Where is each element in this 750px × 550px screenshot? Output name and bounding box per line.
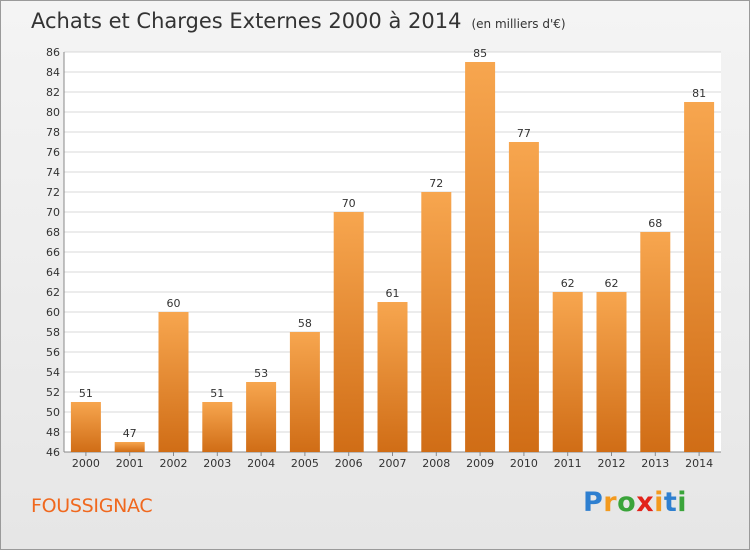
y-tick-label: 62 — [46, 286, 60, 299]
x-tick-label: 2001 — [116, 457, 144, 470]
bar-value-label: 81 — [692, 87, 706, 100]
bar-value-label: 53 — [254, 367, 268, 380]
bar — [158, 312, 189, 452]
x-tick-label: 2014 — [685, 457, 713, 470]
x-tick-label: 2002 — [160, 457, 188, 470]
chart-unit: (en milliers d'€) — [471, 17, 566, 31]
y-tick-label: 50 — [46, 406, 60, 419]
bar — [114, 442, 145, 452]
bar-chart: 46 48 50 52 54 56 58 60 62 64 66 68 70 72 74 76 78 80 82 84… — [46, 46, 721, 470]
y-tick-label: 56 — [46, 346, 60, 359]
x-tick-label: 2010 — [510, 457, 538, 470]
x-tick-label: 2004 — [247, 457, 275, 470]
y-tick-label: 46 — [46, 446, 60, 459]
x-tick-label: 2008 — [422, 457, 450, 470]
bar — [552, 292, 583, 452]
bar-value-label: 70 — [342, 197, 356, 210]
y-tick-label: 60 — [46, 306, 60, 319]
y-tick-label: 48 — [46, 426, 60, 439]
bar-value-label: 77 — [517, 127, 531, 140]
y-tick-label: 70 — [46, 206, 60, 219]
bar-value-label: 62 — [561, 277, 575, 290]
y-tick-label: 86 — [46, 46, 60, 59]
y-tick-label: 66 — [46, 246, 60, 259]
bar — [640, 232, 671, 452]
y-tick-label: 58 — [46, 326, 60, 339]
bar — [70, 402, 101, 452]
y-tick-label: 74 — [46, 166, 60, 179]
logo-letter: r — [603, 487, 618, 518]
y-tick-label: 68 — [46, 226, 60, 239]
bar — [684, 102, 715, 452]
bar — [202, 402, 233, 452]
bar — [421, 192, 452, 452]
y-tick-label: 52 — [46, 386, 60, 399]
bar-value-label: 60 — [167, 297, 181, 310]
x-tick-label: 2007 — [379, 457, 407, 470]
y-tick-label: 64 — [46, 266, 60, 279]
bar — [596, 292, 627, 452]
x-tick-label: 2006 — [335, 457, 363, 470]
logo-letter: i — [654, 487, 664, 518]
bar-value-label: 47 — [123, 427, 137, 440]
bar-value-label: 68 — [648, 217, 662, 230]
x-tick-label: 2005 — [291, 457, 319, 470]
bar — [246, 382, 277, 452]
y-tick-label: 72 — [46, 186, 60, 199]
bar-value-label: 51 — [210, 387, 224, 400]
y-tick-label: 76 — [46, 146, 60, 159]
bar-value-label: 58 — [298, 317, 312, 330]
y-tick-label: 84 — [46, 66, 60, 79]
x-tick-label: 2011 — [554, 457, 582, 470]
y-tick-label: 78 — [46, 126, 60, 139]
x-tick-label: 2012 — [598, 457, 626, 470]
bar-value-label: 85 — [473, 47, 487, 60]
logo-letter: P — [583, 487, 604, 518]
proxiti-logo[interactable]: Proxiti — [583, 487, 687, 518]
bar — [465, 62, 496, 452]
logo-letter: t — [663, 487, 678, 518]
bar-value-label: 61 — [386, 287, 400, 300]
x-tick-label: 2009 — [466, 457, 494, 470]
bar — [333, 212, 364, 452]
x-tick-label: 2000 — [72, 457, 100, 470]
logo-letter: o — [617, 487, 637, 518]
bar — [508, 142, 539, 452]
x-tick-label: 2003 — [203, 457, 231, 470]
logo-letter: i — [677, 487, 688, 518]
bar-value-label: 72 — [429, 177, 443, 190]
y-tick-label: 80 — [46, 106, 60, 119]
y-tick-label: 82 — [46, 86, 60, 99]
chart-title: Achats et Charges Externes 2000 à 2014 (e… — [31, 7, 566, 35]
commune-name: FOUSSIGNAC — [31, 495, 153, 517]
y-tick-label: 54 — [46, 366, 60, 379]
bar — [289, 332, 320, 452]
x-tick-label: 2013 — [641, 457, 669, 470]
chart-title-text: Achats et Charges Externes 2000 à 2014 — [31, 9, 462, 33]
bar-value-label: 51 — [79, 387, 93, 400]
bar — [377, 302, 408, 452]
logo-letter: x — [636, 487, 655, 518]
bar-value-label: 62 — [605, 277, 619, 290]
